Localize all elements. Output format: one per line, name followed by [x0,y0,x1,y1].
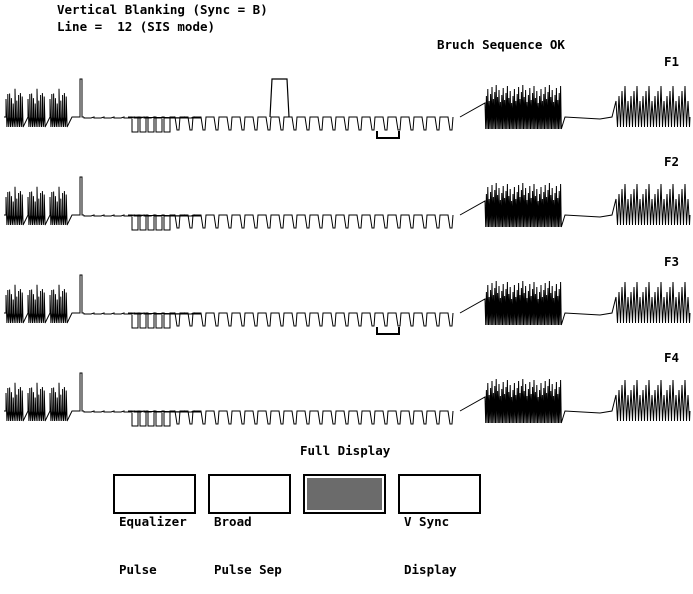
waveform-trace [459,280,691,326]
v-sync-display-button[interactable]: V Sync Display [398,474,481,577]
button-label: Pulse Sep [214,562,282,577]
waveform-trace [376,327,400,335]
broad-pulse-sep-button[interactable]: Broad Pulse Sep [208,474,291,577]
blanking-display-button[interactable]: Blanking Display [303,474,386,577]
field-label-f2: F2 [663,154,679,169]
screen-title: Vertical Blanking (Sync = B) [57,2,268,17]
waveform-trace [83,312,454,329]
waveform-f3 [4,274,691,335]
waveform-trace [4,176,84,226]
button-label: Display [309,562,362,577]
waveform-trace [459,182,691,228]
waveform-trace [83,214,454,231]
bruch-status: Bruch Sequence OK [437,37,565,52]
waveform-trace [83,410,454,427]
waveform-trace [4,274,84,324]
waveform-trace [459,84,691,130]
button-label: Equalizer [119,514,187,529]
waveform-trace [459,378,691,424]
button-label: V Sync [404,514,450,529]
waveform-trace [269,78,290,118]
waveform-f2 [4,176,691,231]
full-display-label: Full Display [300,443,391,458]
waveform-display [4,78,691,427]
waveform-trace [83,116,454,133]
field-label-f1: F1 [663,54,679,69]
equalizer-pulse-button[interactable]: Equalizer Pulse [113,474,196,577]
waveform-trace [4,78,84,128]
field-label-f3: F3 [663,254,679,269]
waveform-f4 [4,372,691,427]
button-label: Pulse [119,562,157,577]
waveform-f1 [4,78,691,139]
line-readout: Line = 12 (SIS mode) [57,19,216,34]
button-label: Blanking [309,514,370,529]
button-label: Broad [214,514,252,529]
waveform-trace [4,372,84,422]
button-label: Display [404,562,457,577]
waveform-trace [376,131,400,139]
field-label-f4: F4 [663,350,679,365]
